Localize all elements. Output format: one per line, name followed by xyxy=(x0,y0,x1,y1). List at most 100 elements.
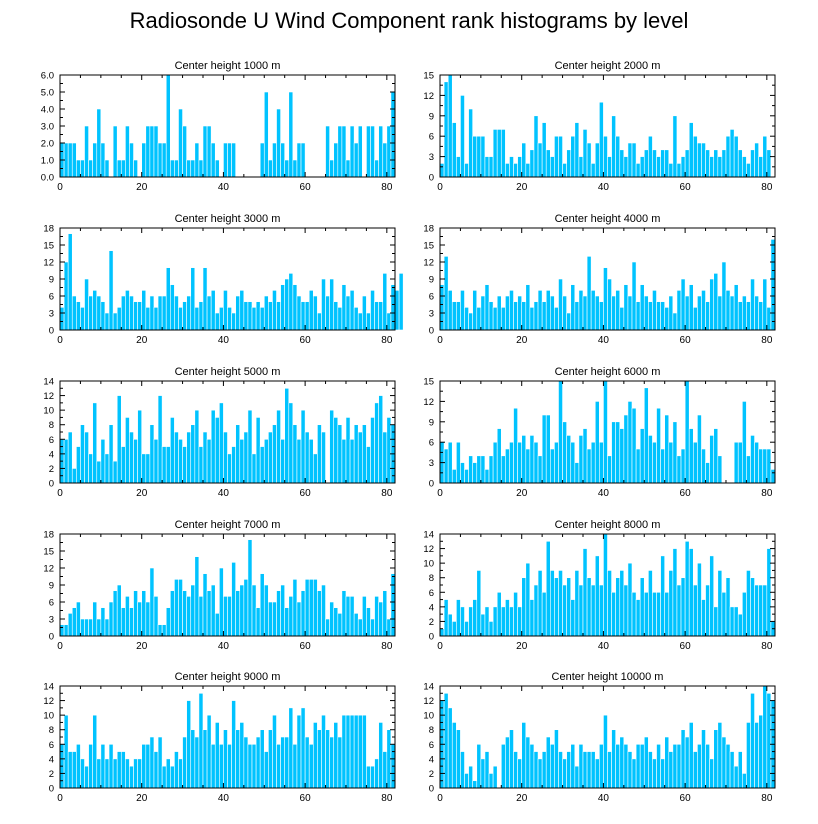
histogram-bar xyxy=(255,417,261,484)
histogram-bar xyxy=(251,743,257,789)
histogram-bar xyxy=(129,431,134,484)
histogram-bar xyxy=(161,295,167,331)
histogram-bar xyxy=(460,751,465,789)
histogram-bar xyxy=(108,250,114,331)
histogram-bar xyxy=(488,156,494,178)
histogram-bar xyxy=(170,590,175,637)
histogram-bar xyxy=(545,540,551,637)
histogram-bar xyxy=(599,301,604,331)
histogram-panel: Center height 6000 m 0 20 40 60 80 0 3 6 9 12 15 xyxy=(423,366,776,499)
histogram-bar xyxy=(67,751,73,789)
x-tick-label: 0 xyxy=(437,488,443,499)
histogram-bar xyxy=(484,606,490,637)
histogram-bar xyxy=(63,624,69,637)
histogram-bar xyxy=(733,441,739,484)
histogram-bar xyxy=(141,453,147,484)
y-tick-label: 6 xyxy=(429,132,434,143)
y-tick-label: 12 xyxy=(43,258,54,269)
histogram-bar xyxy=(390,284,396,331)
histogram-bar xyxy=(137,301,143,331)
histogram-bar xyxy=(709,278,715,331)
histogram-bar xyxy=(194,409,200,484)
histogram-bar xyxy=(697,295,702,331)
histogram-bar xyxy=(129,765,134,789)
histogram-bar xyxy=(235,590,241,637)
histogram-bar xyxy=(288,596,294,637)
histogram-bar xyxy=(104,159,110,178)
histogram-bar xyxy=(729,295,735,331)
histogram-bar xyxy=(325,295,330,331)
histogram-bar xyxy=(521,142,527,178)
histogram-bar xyxy=(688,428,694,484)
histogram-bar xyxy=(631,407,637,484)
histogram-bar xyxy=(194,556,200,637)
histogram-bar xyxy=(345,417,351,484)
histogram-bar xyxy=(210,743,216,789)
histogram-bar xyxy=(288,91,294,178)
histogram-bar xyxy=(468,312,473,331)
histogram-bar xyxy=(190,267,196,331)
histogram-bar xyxy=(304,579,310,637)
histogram-bar xyxy=(304,431,310,484)
histogram-bar xyxy=(558,278,563,331)
histogram-bar xyxy=(161,765,167,789)
histogram-bar xyxy=(112,125,118,178)
histogram-bar xyxy=(329,159,335,178)
histogram-bar xyxy=(582,548,588,637)
histogram-bar xyxy=(263,751,269,789)
histogram-bar xyxy=(120,295,126,331)
histogram-bar xyxy=(120,446,126,484)
histogram-bar xyxy=(550,743,555,789)
histogram-bar xyxy=(697,142,702,178)
histogram-bar xyxy=(464,307,469,331)
histogram-bar xyxy=(513,301,518,331)
histogram-bar xyxy=(480,135,486,178)
histogram-bar xyxy=(737,441,743,484)
y-tick-label: 6 xyxy=(429,740,434,751)
histogram-bar xyxy=(325,618,330,637)
histogram-bar xyxy=(378,601,384,637)
histogram-bar xyxy=(537,290,543,331)
histogram-bar xyxy=(729,129,735,178)
histogram-bar xyxy=(366,125,371,178)
histogram-bar xyxy=(284,607,290,637)
histogram-bar xyxy=(312,579,318,637)
histogram-bar xyxy=(280,736,285,789)
histogram-bar xyxy=(586,142,592,178)
x-tick-label: 20 xyxy=(516,335,528,346)
histogram-bar xyxy=(492,606,498,637)
histogram-bar xyxy=(259,573,265,637)
histogram-bar xyxy=(603,714,608,789)
histogram-bar xyxy=(292,579,298,637)
x-tick-label: 20 xyxy=(516,793,528,804)
histogram-bar xyxy=(288,707,294,789)
histogram-bar xyxy=(496,295,502,331)
histogram-bar xyxy=(509,606,514,637)
histogram-bar xyxy=(145,743,151,789)
histogram-bar xyxy=(170,159,175,178)
histogram-bar xyxy=(88,618,93,637)
histogram-bar xyxy=(370,290,375,331)
histogram-bar xyxy=(96,758,102,789)
histogram-bar xyxy=(635,301,641,331)
histogram-bar xyxy=(762,685,768,789)
histogram-bar xyxy=(149,295,155,331)
histogram-bar xyxy=(374,596,379,637)
x-tick-label: 20 xyxy=(516,488,528,499)
histogram-bar xyxy=(178,438,183,484)
histogram-bar xyxy=(206,438,212,484)
histogram-bar xyxy=(590,441,596,484)
x-tick-label: 60 xyxy=(300,182,312,193)
histogram-bar xyxy=(153,125,159,178)
histogram-bar xyxy=(280,438,285,484)
histogram-bar xyxy=(525,562,531,637)
histogram-bar xyxy=(116,751,122,789)
histogram-bar xyxy=(554,135,559,178)
histogram-bar xyxy=(750,577,755,637)
histogram-bar xyxy=(456,441,461,484)
histogram-bar xyxy=(627,562,633,637)
histogram-bar xyxy=(582,751,588,789)
histogram-bar xyxy=(517,295,523,331)
histogram-bar xyxy=(525,736,531,789)
